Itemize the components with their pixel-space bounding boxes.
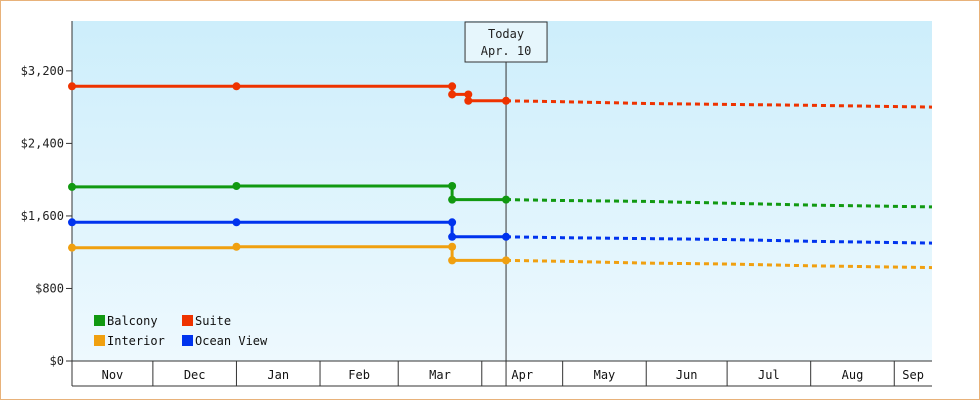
data-point-balcony [448,195,457,204]
forecast-line-ocean-view [505,235,933,245]
data-point-suite [502,96,511,105]
data-point-suite [448,90,457,99]
month-label: Dec [184,368,206,382]
data-point-interior [448,256,457,265]
legend-label-ocean-view: Ocean View [195,334,268,348]
forecast-line-balcony [505,198,933,209]
data-point-ocean-view [448,232,457,241]
month-label: Jul [758,368,780,382]
legend-label-suite: Suite [195,314,231,328]
data-point-balcony [448,182,457,191]
data-point-interior [448,242,457,251]
legend-swatch-ocean-view [182,335,193,346]
legend: Balcony Suite Interior Ocean View [94,314,268,348]
data-point-balcony [232,182,241,191]
data-point-balcony [502,195,511,204]
forecast-line-interior [505,258,933,270]
legend-swatch-suite [182,315,193,326]
y-tick-label: $800 [35,281,64,295]
series-line-suite [72,84,506,103]
y-tick-label: $1,600 [21,209,64,223]
legend-label-balcony: Balcony [107,314,158,328]
month-label: May [594,368,616,382]
data-point-balcony [68,182,76,191]
data-point-suite [232,82,241,91]
data-point-interior [68,243,76,252]
series-line-balcony [72,184,506,202]
month-label: Jun [676,368,698,382]
y-tick-label: $0 [50,354,64,368]
data-point-ocean-view [502,232,511,241]
data-point-suite [464,96,473,105]
today-date: Apr. 10 [481,44,532,58]
y-tick-label: $3,200 [21,64,64,78]
plot-background [72,21,932,361]
data-point-suite [464,90,473,99]
today-label: Today [488,27,524,41]
data-point-interior [232,242,241,251]
data-point-interior [502,256,511,265]
data-point-ocean-view [448,218,457,227]
data-point-suite [68,82,76,91]
legend-swatch-balcony [94,315,105,326]
month-label: Mar [429,368,451,382]
month-label: Nov [102,368,124,382]
legend-label-interior: Interior [107,334,165,348]
month-label: Jan [267,368,289,382]
series-lines [68,82,933,270]
month-label: Apr [511,368,533,382]
y-tick-label: $2,400 [21,136,64,150]
series-line-ocean-view [72,220,506,239]
legend-swatch-interior [94,335,105,346]
forecast-line-suite [505,99,933,109]
today-box [464,21,548,63]
series-line-interior [72,245,506,262]
axes: $0 $800 $1,600 $2,400 $3,200 Nov Dec Jan Feb Mar A… [21,21,932,387]
month-label: Feb [348,368,370,382]
month-label: Sep [902,368,924,382]
data-point-ocean-view [68,218,76,227]
data-point-suite [448,82,457,91]
today-marker: Today Apr. 10 [464,21,548,386]
month-label: Aug [842,368,864,382]
data-point-ocean-view [232,218,241,227]
